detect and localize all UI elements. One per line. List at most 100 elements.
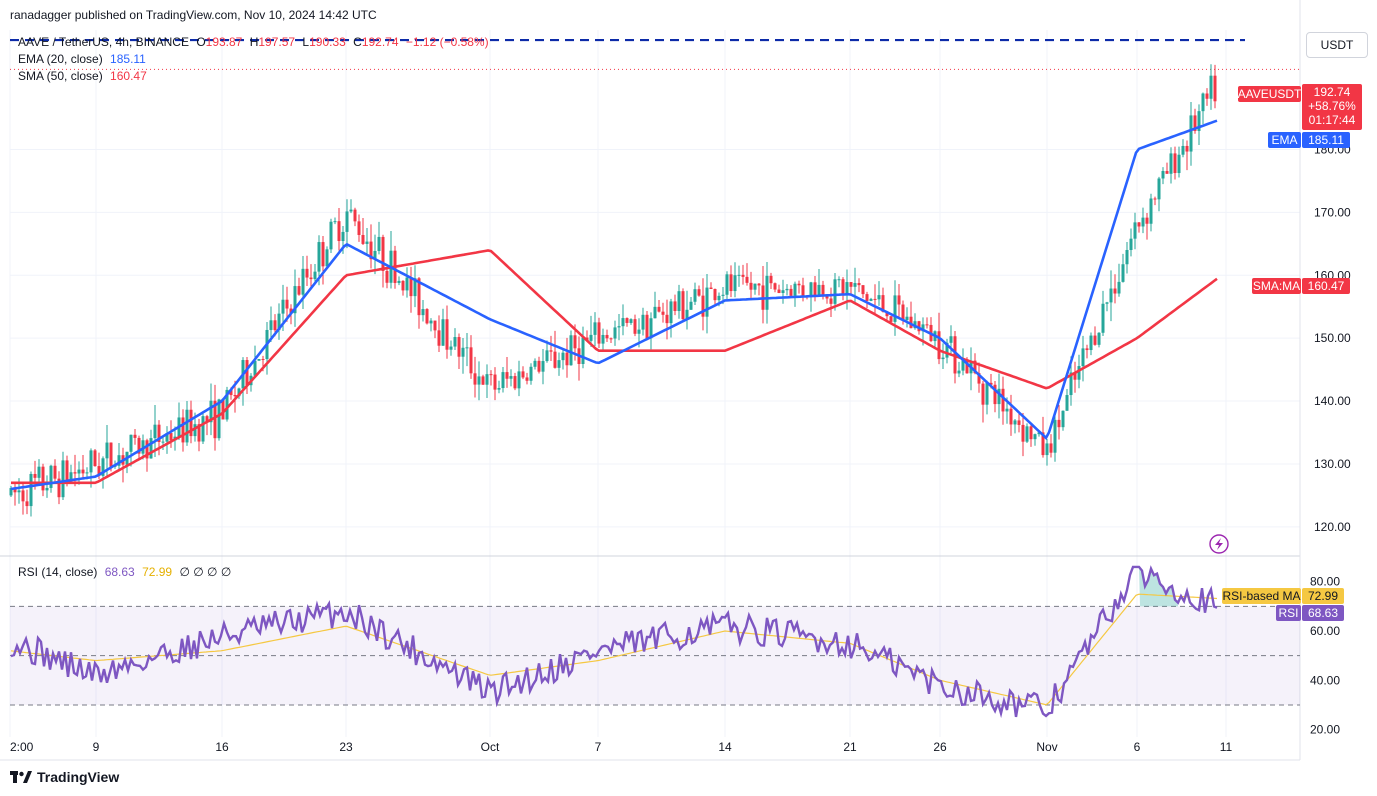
candle-body[interactable] <box>197 424 201 442</box>
candle-body[interactable] <box>941 357 945 360</box>
candle-body[interactable] <box>453 337 457 347</box>
candle-body[interactable] <box>1129 238 1133 250</box>
candle-body[interactable] <box>193 424 197 437</box>
candle-body[interactable] <box>429 320 433 324</box>
candle-body[interactable] <box>981 383 985 405</box>
candle-body[interactable] <box>841 279 845 295</box>
candle-body[interactable] <box>769 275 773 284</box>
candle-body[interactable] <box>1133 222 1137 239</box>
candle-body[interactable] <box>977 373 981 384</box>
candle-body[interactable] <box>833 279 837 304</box>
candle-body[interactable] <box>517 371 521 389</box>
candle-body[interactable] <box>117 455 121 466</box>
candle-body[interactable] <box>437 330 441 346</box>
candle-body[interactable] <box>361 234 365 244</box>
candle-body[interactable] <box>957 370 961 374</box>
candle-body[interactable] <box>1149 198 1153 224</box>
candle-body[interactable] <box>817 284 821 296</box>
candle-body[interactable] <box>889 316 893 322</box>
candle-body[interactable] <box>25 501 29 507</box>
candle-body[interactable] <box>21 490 25 502</box>
candle-body[interactable] <box>897 295 901 305</box>
candle-body[interactable] <box>1089 335 1093 351</box>
candle-body[interactable] <box>901 304 905 321</box>
candle-body[interactable] <box>189 409 193 437</box>
candle-body[interactable] <box>1069 372 1073 396</box>
candle-body[interactable] <box>261 359 265 361</box>
candle-body[interactable] <box>885 311 889 317</box>
candle-body[interactable] <box>645 314 649 339</box>
candle-body[interactable] <box>861 285 865 295</box>
candle-body[interactable] <box>621 318 625 327</box>
candle-body[interactable] <box>137 437 141 454</box>
candle-body[interactable] <box>909 316 913 329</box>
candle-body[interactable] <box>237 388 241 397</box>
candle-body[interactable] <box>93 450 97 467</box>
candle-body[interactable] <box>333 221 337 223</box>
candle-body[interactable] <box>673 301 677 312</box>
candle-body[interactable] <box>245 360 249 386</box>
candle-body[interactable] <box>221 399 225 420</box>
candle-body[interactable] <box>1009 408 1013 425</box>
candle-body[interactable] <box>653 306 657 319</box>
candle-body[interactable] <box>881 295 885 312</box>
candle-body[interactable] <box>949 336 953 343</box>
candle-body[interactable] <box>893 295 897 322</box>
candle-body[interactable] <box>837 279 841 281</box>
candle-body[interactable] <box>789 288 793 296</box>
candle-body[interactable] <box>277 313 281 331</box>
candle-body[interactable] <box>341 231 345 242</box>
candle-body[interactable] <box>445 319 449 350</box>
candle-body[interactable] <box>597 322 601 344</box>
candle-body[interactable] <box>997 388 1001 405</box>
candle-body[interactable] <box>1013 420 1017 425</box>
candle-body[interactable] <box>1093 335 1097 345</box>
candle-body[interactable] <box>13 488 17 493</box>
candle-body[interactable] <box>1085 348 1089 351</box>
candle-body[interactable] <box>1017 420 1021 425</box>
candle-body[interactable] <box>1097 332 1101 345</box>
candle-body[interactable] <box>157 424 161 443</box>
candle-body[interactable] <box>1177 154 1181 174</box>
candle-body[interactable] <box>601 334 605 344</box>
candle-body[interactable] <box>301 268 305 295</box>
currency-selector[interactable]: USDT <box>1306 32 1368 58</box>
candle-body[interactable] <box>801 285 805 297</box>
candle-body[interactable] <box>1033 434 1037 440</box>
candle-body[interactable] <box>1161 171 1165 179</box>
candle-body[interactable] <box>1137 222 1141 227</box>
candle-body[interactable] <box>725 274 729 295</box>
candle-body[interactable] <box>629 319 633 323</box>
candle-body[interactable] <box>521 371 525 378</box>
candle-body[interactable] <box>945 342 949 358</box>
candle-body[interactable] <box>205 416 209 423</box>
candle-body[interactable] <box>813 282 817 296</box>
candle-body[interactable] <box>633 319 637 334</box>
candle-body[interactable] <box>1165 171 1169 174</box>
candle-body[interactable] <box>69 472 73 481</box>
candle-body[interactable] <box>349 209 353 212</box>
candle-body[interactable] <box>717 295 721 301</box>
candle-body[interactable] <box>1061 410 1065 428</box>
candle-body[interactable] <box>661 311 665 315</box>
candle-body[interactable] <box>749 282 753 290</box>
candle-body[interactable] <box>281 299 285 314</box>
candle-body[interactable] <box>1029 426 1033 440</box>
candle-body[interactable] <box>1041 432 1045 456</box>
candle-body[interactable] <box>169 433 173 441</box>
candle-body[interactable] <box>473 373 477 385</box>
candle-body[interactable] <box>605 334 609 339</box>
candle-body[interactable] <box>57 478 61 498</box>
candle-body[interactable] <box>701 295 705 317</box>
candle-body[interactable] <box>829 298 833 304</box>
candle-body[interactable] <box>421 309 425 316</box>
candle-body[interactable] <box>337 221 341 242</box>
candle-body[interactable] <box>489 374 493 376</box>
symbol-name[interactable]: AAVE / TetherUS, 4h, BINANCE <box>18 35 189 49</box>
candle-body[interactable] <box>209 400 213 423</box>
candle-body[interactable] <box>741 274 745 277</box>
candle-body[interactable] <box>853 283 857 287</box>
candle-body[interactable] <box>213 400 217 439</box>
candle-body[interactable] <box>569 335 573 366</box>
candle-body[interactable] <box>509 376 513 379</box>
